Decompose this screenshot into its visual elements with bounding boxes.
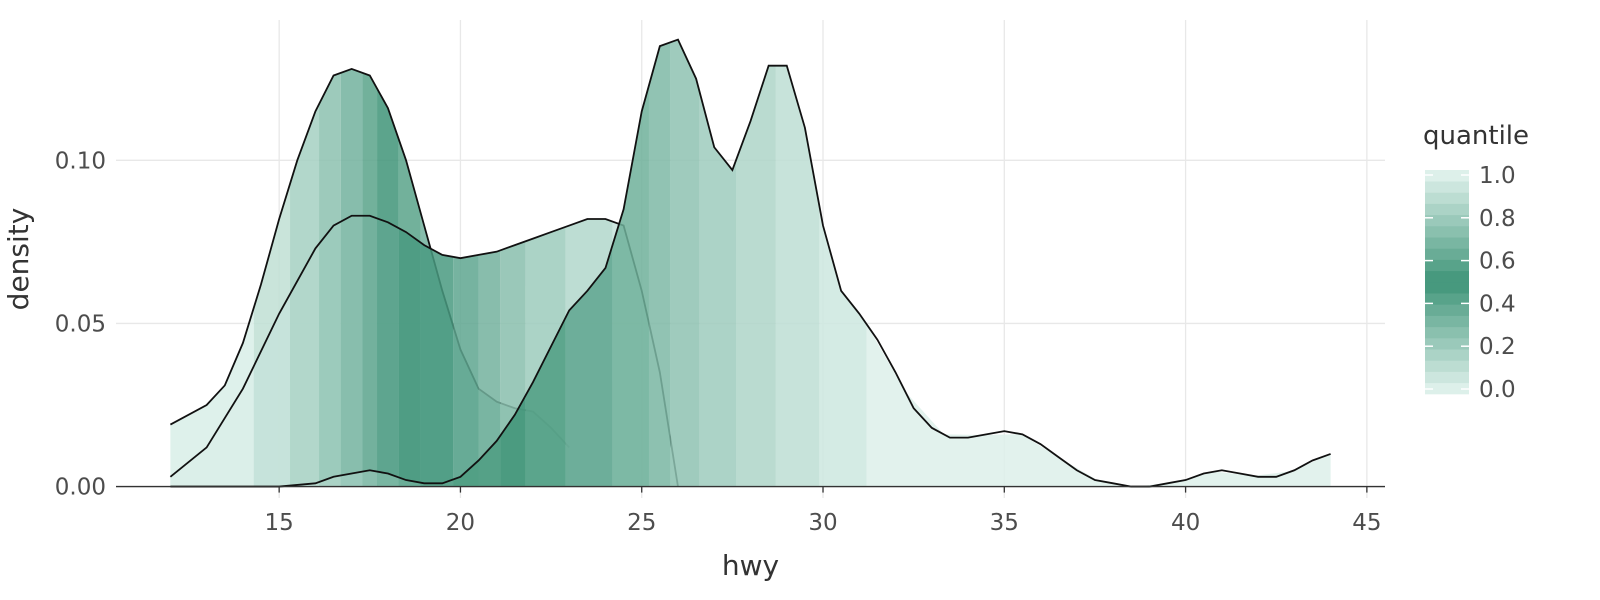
legend-band-1 [1425,371,1469,384]
legend-band-15 [1425,214,1469,227]
quantile-band-1-2 [290,243,320,487]
legend-ticks: 0.0 0.2 0.4 0.6 0.8 1.0 [1425,163,1516,403]
legend-band-11 [1425,259,1469,272]
quantile-band-1-4 [340,215,363,487]
quantile-band-2-19 [819,205,867,487]
legend-tick-label-3: 0.6 [1479,249,1516,275]
legend-band-19 [1425,170,1469,182]
density-series-2 [170,38,1331,488]
x-tick-label-3: 30 [808,510,837,536]
quantile-band-2-12 [565,244,613,487]
legend-band-3 [1425,349,1469,361]
legend-tick-label-4: 0.8 [1479,206,1516,232]
legend-band-17 [1425,192,1469,204]
legend-band-12 [1425,248,1469,260]
x-axis-title: hwy [722,549,779,582]
x-tick-label-0: 15 [265,510,294,536]
quantile-band-2-10 [500,395,526,487]
legend-band-9 [1425,282,1469,294]
legend-band-18 [1425,181,1469,193]
legend-band-4 [1425,338,1469,350]
quantile-band-2-6 [377,471,399,487]
legend-band-2 [1425,360,1469,372]
x-tick-label-6: 45 [1352,510,1381,536]
legend-band-6 [1425,315,1469,328]
legend-band-14 [1425,226,1469,238]
density-outline-1 [169,214,679,487]
legend-band-7 [1425,304,1469,316]
legend-title: quantile [1423,121,1529,151]
y-tick-label-2: 0.10 [55,148,106,174]
quantile-band-2-8 [420,479,454,487]
quantile-band-2-18 [775,65,820,487]
quantile-band-1-0 [170,366,254,487]
legend-bands [1425,170,1469,395]
quantile-band-2-5 [362,470,378,487]
legend-band-0 [1425,382,1469,395]
quantile-band-1-8 [420,242,454,487]
quantile-band-1-9 [453,254,479,487]
x-tick-label-4: 35 [990,510,1019,536]
y-axis-title: density [2,208,35,311]
quantile-band-2-13 [612,85,649,487]
y-tick-labels: 0.00 0.05 0.10 [55,148,106,500]
quantile-band-2-14 [648,42,671,487]
x-tick-label-1: 20 [446,510,475,536]
quantile-band-1-10 [478,250,501,487]
legend-band-8 [1425,293,1469,305]
legend-band-13 [1425,237,1469,249]
x-tick-labels: 15 20 25 30 35 40 45 [265,486,1382,536]
quantile-band-1-5 [362,215,378,487]
x-tick-label-2: 25 [627,510,656,536]
quantile-band-1-1 [253,294,291,487]
quantile-band-2-15 [670,39,700,487]
quantile-band-1-6 [377,218,399,487]
quantile-band-1-3 [319,221,341,487]
legend-band-5 [1425,326,1469,339]
legend-band-16 [1425,203,1469,216]
x-tick-label-5: 40 [1171,510,1200,536]
quantile-band-2-16 [699,92,736,487]
quantile-band-2-17 [735,65,776,487]
quantile-band-2-20 [866,324,1331,487]
density-areas [169,38,1331,488]
y-tick-label-1: 0.05 [55,311,106,337]
y-tick-label-0: 0.00 [55,475,106,501]
legend-band-10 [1425,270,1469,283]
legend-tick-label-1: 0.2 [1479,334,1516,360]
legend-tick-label-2: 0.4 [1479,291,1516,317]
legend-tick-label-0: 0.0 [1479,377,1516,403]
quantile-band-1-7 [398,228,421,487]
quantile-band-2-3 [319,475,341,487]
quantile-band-2-11 [525,317,566,487]
legend: quantile 0.0 0.2 0.4 0.6 0.8 1.0 [1423,121,1529,403]
legend-tick-label-5: 1.0 [1479,163,1516,189]
